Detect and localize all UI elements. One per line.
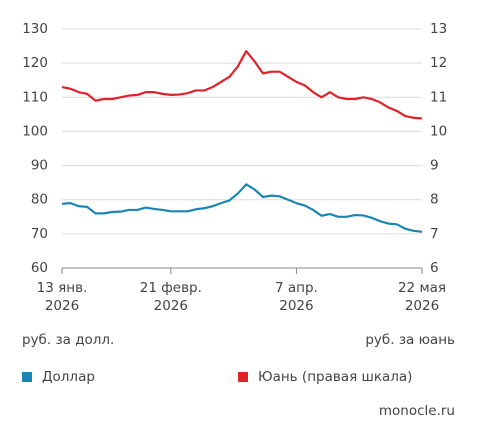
y2-tick-label: 13 [430, 21, 447, 37]
legend-swatch [22, 372, 32, 382]
x-tick-label-line: 2026 [45, 298, 79, 314]
y2-tick-label: 10 [430, 123, 447, 139]
y-tick-label: 60 [31, 260, 48, 276]
y-tick-label: 70 [31, 226, 48, 242]
y2-tick-label: 9 [430, 158, 439, 174]
y-tick-label: 80 [31, 192, 48, 208]
x-tick-label: 13 янв. 2026 [37, 280, 88, 314]
line-series [61, 50, 423, 120]
x-tick-label-line: 7 апр. [275, 280, 318, 296]
y-tick-label: 120 [22, 55, 48, 71]
y2-tick-label: 6 [430, 260, 439, 276]
y-tick-label: 130 [22, 21, 48, 37]
y2-tick-label: 12 [430, 55, 447, 71]
x-tick-label: 22 мая 2026 [398, 280, 446, 314]
x-tick-label-line: 2026 [154, 298, 188, 314]
y-tick-label: 110 [22, 89, 48, 105]
legend-label: Юань (правая шкала) [258, 369, 412, 385]
y2-tick-label: 7 [430, 226, 439, 242]
x-tick-label-line: 2026 [405, 298, 439, 314]
x-tick-label-line: 13 янв. [37, 280, 88, 296]
x-tick-label-line: 22 мая [398, 280, 446, 296]
y-axis-label: руб. за долл. [22, 332, 114, 348]
x-tick-label-line: 2026 [279, 298, 313, 314]
y-tick-label: 90 [31, 158, 48, 174]
x-tick-label: 21 февр. 2026 [140, 280, 202, 314]
x-tick-label-line: 21 февр. [140, 280, 202, 296]
y-tick-label: 100 [22, 123, 48, 139]
y2-tick-label: 11 [430, 89, 447, 105]
legend-label: Доллар [42, 369, 95, 385]
legend-swatch [238, 372, 248, 382]
line-series [61, 183, 423, 233]
y2-tick-label: 8 [430, 192, 439, 208]
source: monocle.ru [379, 403, 455, 419]
x-tick-label: 7 апр. 2026 [275, 280, 318, 314]
y2-axis-label: руб. за юань [365, 332, 455, 348]
